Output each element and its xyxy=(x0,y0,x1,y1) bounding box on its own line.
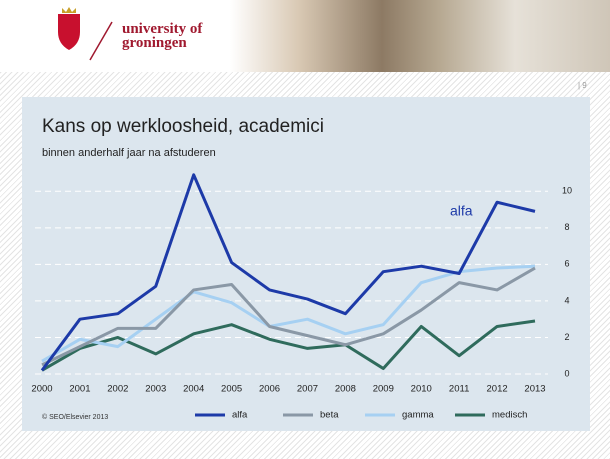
x-tick-label: 2005 xyxy=(221,384,242,395)
source: © SEO/Elsevier 2013 xyxy=(42,413,108,421)
y-tick-label: 6 xyxy=(564,259,569,269)
y-tick-label: 2 xyxy=(564,332,569,342)
chart-subtitle: binnen anderhalf jaar na afstuderen xyxy=(42,147,216,159)
annotation: alfa xyxy=(450,203,473,219)
legend-label: medisch xyxy=(492,410,527,421)
x-tick-label: 2000 xyxy=(31,384,52,395)
x-tick-label: 2012 xyxy=(487,384,508,395)
x-tick-label: 2004 xyxy=(183,384,204,395)
x-tick-label: 2002 xyxy=(107,384,128,395)
y-tick-label: 4 xyxy=(564,295,569,305)
chart-title: Kans op werkloosheid, academici xyxy=(42,116,324,137)
x-tick-label: 2001 xyxy=(69,384,90,395)
chart: Kans op werkloosheid, academici binnen a… xyxy=(0,0,610,459)
slide: {"header": {"brand": ["university of", "… xyxy=(0,0,610,459)
y-tick-label: 0 xyxy=(564,368,569,378)
x-tick-label: 2007 xyxy=(297,384,318,395)
x-tick-label: 2008 xyxy=(335,384,356,395)
legend-label: gamma xyxy=(402,410,434,421)
x-tick-label: 2009 xyxy=(373,384,394,395)
x-tick-label: 2011 xyxy=(449,384,469,395)
x-tick-label: 2010 xyxy=(411,384,432,395)
x-tick-label: 2003 xyxy=(145,384,166,395)
legend-label: alfa xyxy=(232,410,248,421)
y-tick-label: 8 xyxy=(564,222,569,232)
x-tick-label: 2006 xyxy=(259,384,280,395)
legend-label: beta xyxy=(320,410,339,421)
y-tick-label: 10 xyxy=(562,186,572,196)
x-tick-label: 2013 xyxy=(524,384,545,395)
